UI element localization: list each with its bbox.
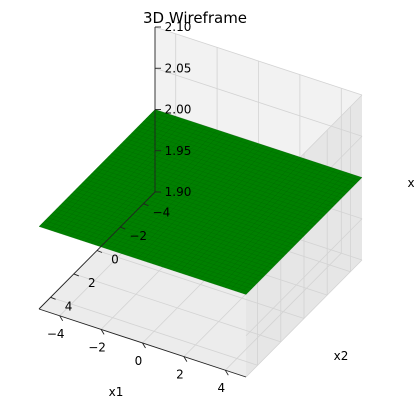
wire-line [38, 226, 247, 295]
grid-line [50, 296, 258, 366]
y-tick-mark [50, 296, 56, 300]
x-tick-label: 2 [176, 368, 184, 382]
wire-line [76, 188, 284, 257]
y-tick-label: −4 [153, 206, 171, 220]
wire-line [59, 205, 267, 275]
wire-line [152, 146, 270, 265]
wire-line [199, 162, 316, 280]
wire-line [44, 220, 252, 289]
y-tick-label: 0 [111, 253, 119, 267]
wire-line [50, 214, 258, 284]
chart-title: 3D Wireframe [143, 9, 247, 27]
grid-line [154, 26, 363, 96]
grid-line [73, 273, 281, 343]
x-tick-mark [183, 356, 188, 362]
wire-line [178, 155, 295, 273]
wire-line [47, 217, 255, 286]
wire-line [219, 168, 337, 287]
z-tick-label: 2.10 [165, 20, 192, 34]
wire-line [85, 179, 293, 248]
x-tick-label: 4 [217, 381, 225, 395]
wire-line [204, 163, 321, 282]
y-tick-mark [143, 203, 149, 207]
y-tick-label: 2 [88, 276, 96, 290]
wire-line [235, 173, 352, 292]
y-tick-mark [96, 250, 103, 253]
grid-line [245, 218, 363, 337]
wire-line [147, 145, 264, 263]
x-tick-label: −2 [88, 340, 106, 354]
axis-lines [38, 26, 247, 378]
wire-line [183, 156, 301, 275]
wire-line [96, 167, 305, 237]
wire-line [41, 223, 249, 292]
wire-line [67, 197, 276, 266]
z-tick-label: 2.05 [165, 61, 192, 75]
x-tick-mark [142, 342, 146, 349]
wire-line [91, 173, 299, 243]
wire-line [62, 202, 270, 272]
x-tick-mark [224, 369, 229, 376]
y-tick-mark [73, 273, 79, 277]
grid-line [96, 250, 305, 319]
grid-line [154, 67, 363, 137]
wire-line [225, 170, 342, 288]
wire-line [240, 175, 358, 293]
wire-line [157, 148, 275, 266]
wireframe-surface [38, 109, 363, 295]
z-axis-label: x [407, 176, 414, 190]
x-axis-label: x1 [109, 385, 124, 399]
wire-line [209, 165, 326, 283]
y-axis-label: x2 [334, 349, 349, 363]
wire-line [82, 182, 290, 251]
wire-line [70, 194, 278, 263]
wire-line [214, 167, 332, 285]
z-tick-label: 1.90 [165, 185, 192, 199]
wire-line [65, 199, 273, 269]
grid-line [245, 259, 363, 378]
x-tick-mark [59, 315, 64, 322]
y-tick-label: 4 [65, 299, 73, 313]
wire-line [53, 211, 261, 281]
wire-line [88, 176, 296, 246]
wire-line [94, 170, 302, 240]
wire-line [245, 177, 363, 295]
wire-line [168, 151, 285, 270]
wire-line [79, 185, 287, 254]
y-tick-mark [120, 226, 126, 230]
wire-line [194, 160, 311, 278]
wire-line [173, 153, 290, 271]
z-tick-label: 2.00 [165, 103, 192, 117]
x-tick-mark [100, 329, 105, 335]
wire-line [230, 172, 347, 290]
wire-line [188, 158, 306, 276]
z-tick-label: 1.95 [165, 144, 192, 158]
y-tick-label: −2 [129, 229, 147, 243]
x-tick-label: −4 [47, 327, 65, 341]
wire-line [56, 208, 264, 278]
wire-line [163, 150, 280, 268]
wire-line [73, 191, 281, 260]
x-tick-label: 0 [135, 354, 143, 368]
